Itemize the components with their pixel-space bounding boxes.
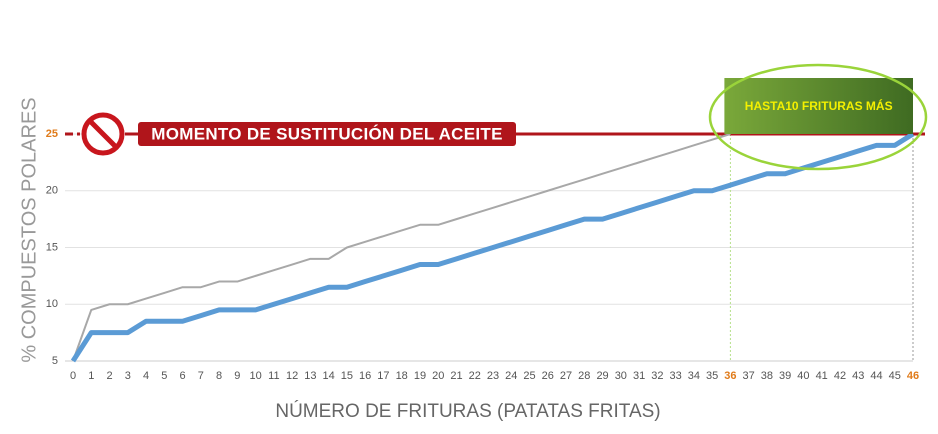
x-tick-label: 19: [414, 370, 426, 382]
x-tick-label: 2: [106, 370, 112, 382]
x-tick-label: 6: [180, 370, 186, 382]
x-tick-label: 42: [834, 370, 846, 382]
x-tick-label: 40: [797, 370, 809, 382]
x-tick-label: 43: [852, 370, 864, 382]
x-tick-label: 8: [216, 370, 222, 382]
x-tick-label: 41: [816, 370, 828, 382]
x-tick-label: 26: [542, 370, 554, 382]
x-tick-label: 35: [706, 370, 718, 382]
series-line: [72, 133, 731, 362]
x-tick-label: 22: [469, 370, 481, 382]
x-tick-label: 45: [889, 370, 901, 382]
x-tick-label: 17: [377, 370, 389, 382]
x-tick-label: 34: [688, 370, 700, 382]
x-tick-label: 39: [779, 370, 791, 382]
no-sign-bar: [88, 119, 118, 149]
highlight-box: [724, 78, 913, 134]
x-tick-label: 38: [761, 370, 773, 382]
x-tick-label: 0: [70, 370, 76, 382]
x-tick-label: 44: [870, 370, 882, 382]
x-tick-label: 29: [596, 370, 608, 382]
x-tick-label: 10: [249, 370, 261, 382]
x-tick-label: 20: [432, 370, 444, 382]
x-tick-label: 11: [268, 370, 279, 382]
x-tick-label: 13: [304, 370, 316, 382]
x-tick-label: 16: [359, 370, 371, 382]
x-tick-label: 33: [669, 370, 681, 382]
x-tick-label: 23: [487, 370, 499, 382]
y-tick-label: 10: [46, 298, 58, 310]
x-axis-label: NÚMERO DE FRITURAS (PATATAS FRITAS): [275, 400, 660, 422]
x-tick-label: 25: [523, 370, 535, 382]
x-tick-label: 1: [88, 370, 94, 382]
x-tick-label: 14: [323, 370, 335, 382]
y-axis-label: % COMPUESTOS POLARES: [18, 97, 40, 362]
x-tick-label: 21: [450, 370, 462, 382]
x-tick-label: 15: [341, 370, 353, 382]
y-tick-label: 15: [46, 241, 58, 253]
banner-bg: [138, 122, 516, 146]
x-tick-label: 7: [198, 370, 204, 382]
x-tick-label: 18: [396, 370, 408, 382]
x-tick-label: 3: [125, 370, 131, 382]
x-tick-label: 31: [633, 370, 645, 382]
y-tick-label: 25: [46, 128, 58, 140]
x-tick-label: 12: [286, 370, 298, 382]
x-tick-label: 24: [505, 370, 517, 382]
box-annotation: HASTA10 FRITURAS MÁS: [745, 98, 893, 113]
x-tick-label: 5: [161, 370, 167, 382]
x-tick-label: 30: [615, 370, 627, 382]
x-tick-label: 4: [143, 370, 149, 382]
x-tick-label: 32: [651, 370, 663, 382]
y-tick-label: 20: [46, 185, 58, 197]
highlight-ellipse: [708, 63, 928, 171]
x-tick-label: 9: [234, 370, 240, 382]
y-tick-label: 5: [52, 355, 58, 367]
limit-annotation: MOMENTO DE SUSTITUCIÓN DEL ACEITE: [151, 124, 503, 143]
x-tick-label: 36: [724, 370, 736, 382]
series-line: [70, 131, 915, 363]
x-tick-label: 28: [578, 370, 590, 382]
x-tick-label: 46: [907, 370, 919, 382]
x-tick-label: 37: [743, 370, 755, 382]
x-tick-label: 27: [560, 370, 572, 382]
